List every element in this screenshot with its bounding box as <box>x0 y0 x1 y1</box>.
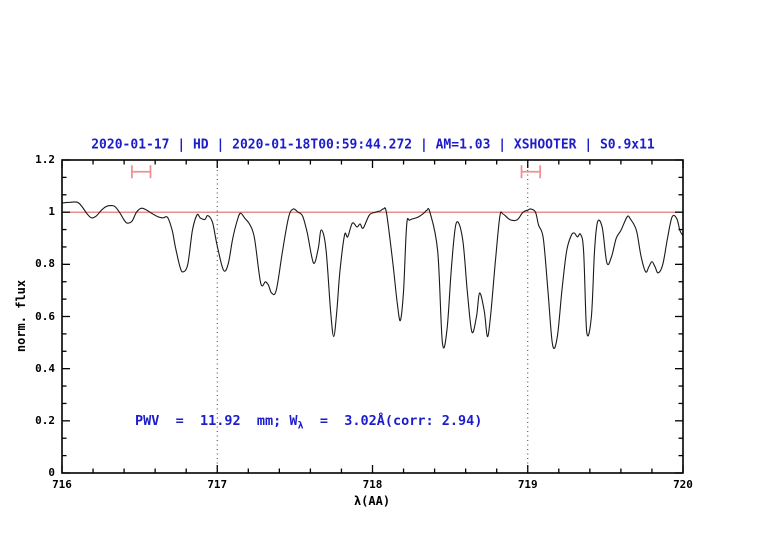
plot-frame <box>61 159 684 474</box>
y-tick-label: 1.2 <box>35 153 55 166</box>
x-tick-label: 718 <box>362 478 383 491</box>
x-tick-label: 720 <box>673 478 693 491</box>
y-tick-label: 0.2 <box>35 413 55 427</box>
pwv-annotation-text: PWV = 11.92 mm; W <box>135 413 298 429</box>
y-tick-label: 0.4 <box>35 361 55 375</box>
pwv-annotation-value: = 3.02Å(corr: 2.94) <box>303 413 483 429</box>
y-tick-label: 0 <box>48 466 55 479</box>
pwv-annotation: PWV = 11.92 mm; Wλ = 3.02Å(corr: 2.94) <box>135 413 482 432</box>
x-tick-label: 719 <box>517 478 538 491</box>
y-tick-label: 0.6 <box>35 309 55 323</box>
x-tick-label: 716 <box>52 478 72 491</box>
spectrum-curve <box>61 201 684 349</box>
y-axis-label: norm. flux <box>14 279 28 353</box>
y-tick-label: 0.8 <box>35 257 55 271</box>
x-axis-label: λ(AA) <box>353 494 391 508</box>
y-tick-label: 1 <box>48 205 55 219</box>
pwv-annotation-lambda-subscript: λ <box>297 420 304 432</box>
plot-title: 2020-01-17 | HD | 2020-01-18T00:59:44.27… <box>91 137 655 153</box>
x-tick-label: 717 <box>207 478 228 491</box>
